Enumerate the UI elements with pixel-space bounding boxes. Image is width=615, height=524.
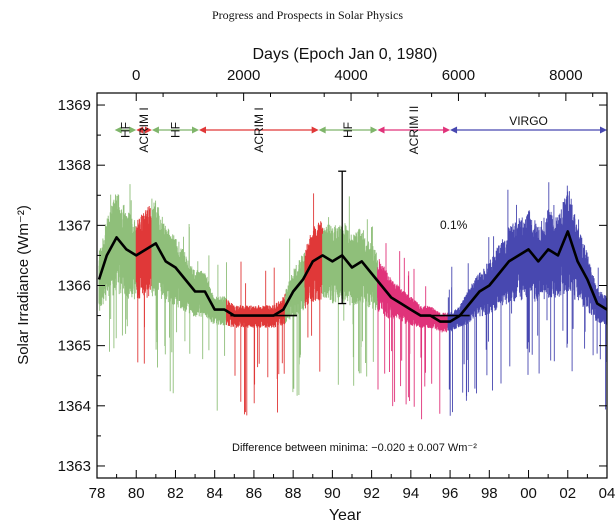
instrument-arrow-left-0 <box>114 126 122 134</box>
y-tick-label: 1368 <box>58 157 91 174</box>
x-tick-label: 84 <box>206 485 223 502</box>
data-segment-2 <box>151 198 227 411</box>
top-tick-label: 2000 <box>227 67 260 84</box>
x-tick-label: 90 <box>324 485 341 502</box>
x-tick-label: 96 <box>442 485 459 502</box>
data-segment-0 <box>98 184 137 352</box>
y-tick-label: 1363 <box>58 458 91 475</box>
top-tick-label: 0 <box>132 67 140 84</box>
y-tick-label: 1369 <box>58 97 91 114</box>
instrument-arrow-left-4 <box>318 126 326 134</box>
instrument-label-2: HF <box>168 122 182 138</box>
data-segment-4 <box>284 238 306 396</box>
instrument-arrow-left-3 <box>199 126 206 134</box>
instrument-arrow-left-1 <box>136 126 144 134</box>
top-tick-label: 4000 <box>334 67 367 84</box>
y-tick-label: 1364 <box>58 398 91 415</box>
minima-annotation: Difference between minima: −0.020 ± 0.00… <box>232 442 477 454</box>
data-segment-7 <box>377 243 449 420</box>
instrument-label-6: VIRGO <box>509 114 548 128</box>
x-tick-label: 00 <box>520 485 537 502</box>
x-tick-label: 98 <box>481 485 498 502</box>
data-segment-3 <box>226 261 286 416</box>
y-tick-label: 1365 <box>58 338 91 355</box>
instrument-arrow-right-0 <box>129 126 137 134</box>
instrument-arrow-right-4 <box>370 126 378 134</box>
data-segment-5 <box>304 193 324 372</box>
x-tick-label: 86 <box>246 485 263 502</box>
instrument-arrow-left-5 <box>377 126 385 134</box>
instrument-arrow-left-6 <box>450 126 458 134</box>
instrument-label-5: ACRIM II <box>407 106 421 155</box>
x-axis-label: Year <box>329 507 362 524</box>
data-segment-1 <box>135 206 153 364</box>
instrument-arrow-right-3 <box>311 126 319 134</box>
composite-mean-line <box>97 230 608 323</box>
x-tick-label: 02 <box>559 485 576 502</box>
y-tick-label: 1367 <box>58 217 91 234</box>
x-tick-label: 04 <box>599 485 615 502</box>
top-axis-label: Days (Epoch Jan 0, 1980) <box>253 46 438 63</box>
instrument-arrow-right-5 <box>443 126 451 134</box>
x-tick-label: 92 <box>363 485 380 502</box>
top-tick-label: 6000 <box>442 67 475 84</box>
x-tick-label: 88 <box>285 485 302 502</box>
y-axis-label: Solar Irradiance (Wm⁻²) <box>15 205 32 365</box>
instrument-arrow-right-1 <box>144 126 152 134</box>
scale-bar-label: 0.1% <box>440 218 468 232</box>
page-title: Progress and Prospects in Solar Physics <box>212 8 403 22</box>
instrument-label-0: HF <box>118 122 132 138</box>
x-tick-label: 94 <box>403 485 420 502</box>
instrument-label-3: ACRIM I <box>252 107 266 152</box>
instrument-arrow-left-2 <box>151 126 159 134</box>
instrument-arrow-right-2 <box>192 126 199 134</box>
top-tick-label: 8000 <box>549 67 582 84</box>
x-tick-label: 82 <box>167 485 184 502</box>
instrument-arrow-right-6 <box>600 126 607 134</box>
instrument-label-4: HF <box>341 122 355 138</box>
x-tick-label: 80 <box>128 485 145 502</box>
instrument-label-1: ACRIM I <box>137 107 151 152</box>
x-tick-label: 78 <box>89 485 106 502</box>
data-segment-6 <box>322 196 378 386</box>
y-tick-label: 1366 <box>58 278 91 295</box>
